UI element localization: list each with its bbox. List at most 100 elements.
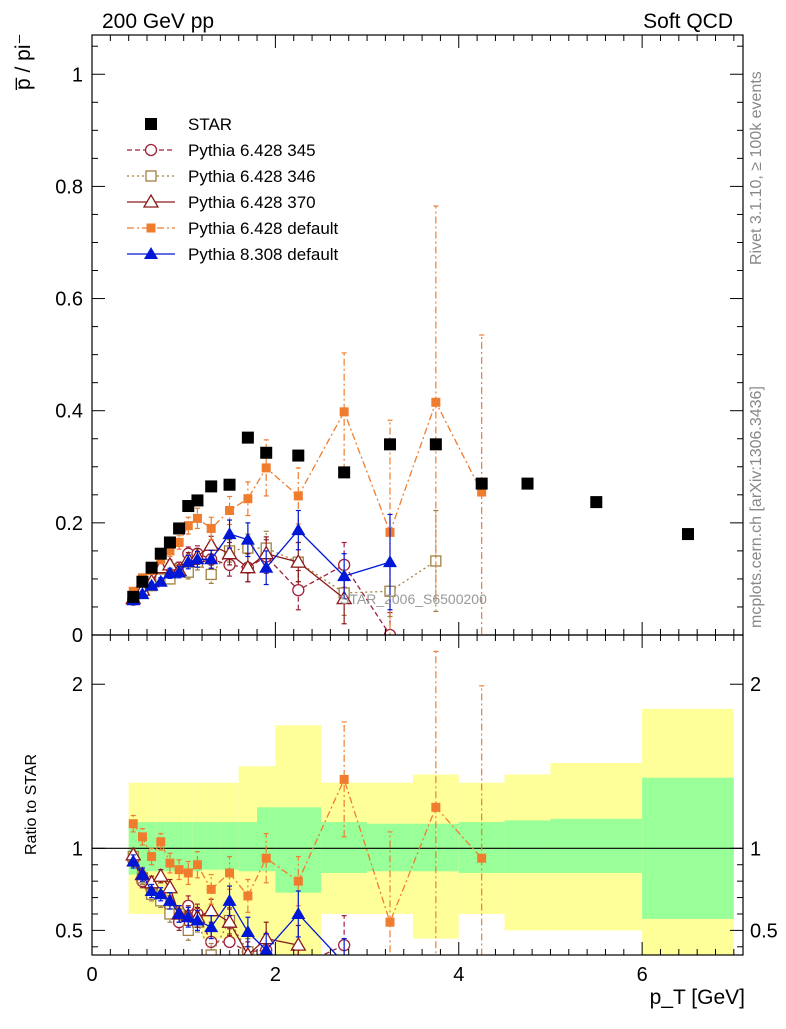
main-point-pythia-6-428-default [261,463,271,473]
ratio-point-pythia-8-308-default [135,867,150,880]
ratio-point-pythia-8-308-default [144,884,159,896]
legend-label: Pythia 6.428 345 [188,141,316,160]
legend-marker [142,193,160,208]
ratio-y-tick-label-right: 2 [750,674,761,696]
legend-label: Pythia 6.428 default [188,219,339,238]
ratio-point-pythia-6-428-370 [290,936,307,951]
source-credit-label: mcplots.cern.ch [arXiv:1306.3436] [748,386,765,628]
ratio-point-pythia-6-428-default [147,852,157,862]
main-series-pythia-6-428-default [128,205,487,635]
main-point-pythia-6-428-default [243,494,253,504]
legend-item-pythia-6-428-346: Pythia 6.428 346 [127,167,316,186]
ratio-point-pythia-6-428-345 [293,961,304,972]
ratio-point-pythia-6-428-default [165,858,175,868]
ratio-point-pythia-6-428-default [477,853,487,863]
legend-item-pythia-6-428-default: Pythia 6.428 default [127,219,339,238]
ratio-point-pythia-8-308-default [291,906,306,919]
main-point-pythia-6-428-default [225,506,235,516]
ratio-band-inner [238,822,258,872]
ratio-plot-frame [91,634,744,956]
ratio-band-inner [550,818,643,873]
ratio-point-pythia-8-308-default [259,943,274,955]
x-tick-label: 0 [86,964,97,986]
main-point-star [241,431,254,444]
main-y-tick-label: 1 [72,64,83,86]
legend-marker [144,247,158,259]
main-point-pythia-6-428-370 [239,559,257,574]
ratio-band-inner [202,822,221,870]
ratio-point-pythia-6-428-default [128,819,138,829]
ratio-band-inner [137,822,148,873]
main-series-star [127,431,694,603]
x-tick-label: 6 [637,964,648,986]
main-y-tick-label: 0.2 [55,513,83,535]
main-point-pythia-6-428-370 [290,553,307,568]
main-point-pythia-8-308-default [259,560,274,573]
ratio-point-pythia-8-308-default [190,913,205,926]
ratio-plot-data [125,650,487,972]
x-tick-label: 4 [453,964,464,986]
main-plot-data [125,205,694,635]
legend-label: Pythia 6.428 370 [188,193,316,212]
ratio-point-pythia-6-428-370 [243,946,253,955]
main-point-star [223,478,236,491]
ratio-band-inner [504,820,551,873]
ratio-point-pythia-8-308-default [240,925,255,938]
main-point-pythia-6-428-370 [221,545,238,560]
main-point-pythia-6-428-default [431,397,441,407]
ratio-point-pythia-8-308-default [172,906,187,919]
ratio-point-pythia-6-428-default [156,837,166,847]
main-point-star [292,449,305,462]
main-point-star [136,575,149,588]
ratio-point-pythia-6-428-346 [205,949,217,955]
legend: STAR Pythia 6.428 345 Pythia 6.428 346 Pyth… [127,115,339,264]
ratio-point-pythia-8-308-default [126,854,141,867]
axes: 0 0.2 0.4 0.6 0.8 1 0.5 0.5 1 1 2 2 0 2 4 6 [55,34,778,986]
header-right-label: Soft QCD [643,10,733,33]
ratio-point-pythia-6-428-default [183,868,193,878]
main-point-pythia-6-428-default [165,546,175,556]
main-line-pythia-6-428-346 [132,547,437,600]
main-point-star [260,446,273,459]
ratio-band-inner [192,822,203,872]
ratio-point-pythia-6-428-default [192,860,202,870]
main-point-star [182,500,195,513]
ratio-point-pythia-6-428-default [243,891,253,901]
ratio-point-pythia-8-308-default [204,920,219,933]
ratio-point-pythia-6-428-345 [223,935,236,949]
main-point-star [154,547,167,560]
ratio-point-pythia-6-428-370 [152,867,169,882]
ratio-y-tick-label-right: 1 [750,838,761,860]
main-point-pythia-6-428-default [477,487,487,497]
main-point-star [205,480,218,493]
main-point-star [475,477,488,490]
ratio-point-pythia-6-428-default [206,884,216,894]
ratio-band-inner [257,807,276,872]
ratio-point-pythia-6-428-370 [221,913,238,928]
legend-item-pythia-6-428-370: Pythia 6.428 370 [127,193,316,212]
main-point-pythia-6-428-default [174,537,184,547]
main-point-pythia-8-308-default [291,523,306,536]
main-point-star [383,438,396,451]
rivet-version-label: Rivet 3.1.10, ≥ 100k events [748,71,765,265]
ratio-point-pythia-8-308-default [181,910,196,923]
legend-item-star: STAR [145,115,232,134]
main-point-star [127,590,140,603]
ratio-y-tick-label: 0.5 [55,920,83,942]
main-point-star [163,536,176,549]
analysis-name-label: STAR_2006_S6500200 [340,591,487,607]
legend-label: Pythia 6.428 346 [188,167,316,186]
ratio-point-pythia-6-428-default [385,917,395,927]
ratio-y-tick-label: 1 [72,838,83,860]
ratio-y-tick-label: 2 [72,674,83,696]
main-point-pythia-6-428-default [339,407,349,417]
ratio-point-pythia-8-308-default [153,887,168,900]
ratio-point-pythia-6-428-default [225,868,235,878]
main-point-pythia-8-308-default [240,532,255,545]
main-point-pythia-8-308-default [382,555,397,568]
ratio-point-pythia-6-428-default [293,876,303,886]
legend-marker [145,170,157,182]
ratio-point-pythia-6-428-default [261,853,271,863]
ratio-y-tick-label-right: 0.5 [750,920,778,942]
